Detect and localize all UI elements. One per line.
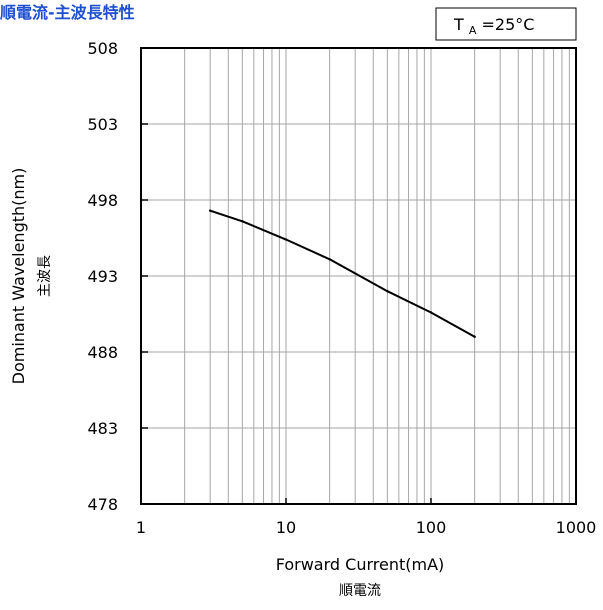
temperature-annotation: T A =25°C	[435, 7, 577, 41]
tick-layer: 1 10 100 1000 508 503 498 493 488 483 478	[87, 39, 596, 537]
chart-title: 順電流-主波長特性	[0, 3, 135, 22]
temperature-annotation-subscript: A	[469, 24, 477, 37]
series-point	[429, 311, 433, 314]
temperature-annotation-box	[435, 7, 577, 41]
series-point	[241, 220, 244, 223]
series-point	[473, 335, 476, 338]
y-tick-label: 493	[87, 267, 118, 286]
y-tick-label: 478	[87, 495, 118, 514]
x-tick-label: 1	[136, 518, 146, 537]
series-point	[208, 209, 212, 212]
x-tick-label: 10	[276, 518, 296, 537]
x-axis-label: Forward Current(mA)	[276, 555, 445, 574]
series-layer	[208, 209, 476, 338]
x-tick-label: 100	[416, 518, 447, 537]
y-tick-label: 508	[87, 39, 118, 58]
x-tick-label: 1000	[556, 518, 597, 537]
y-tick-label: 488	[87, 343, 118, 362]
y-axis-label: Dominant Wavelength(nm)	[9, 168, 28, 385]
temperature-annotation-prefix: T	[453, 15, 464, 34]
series-point	[386, 290, 389, 293]
series-point	[284, 238, 288, 241]
series-line	[209, 209, 476, 338]
series-point	[328, 258, 331, 261]
temperature-annotation-suffix: =25°C	[482, 15, 535, 34]
y-tick-label: 503	[87, 115, 118, 134]
temperature-annotation-text: T A =25°C	[453, 15, 534, 38]
x-axis-sublabel: 順電流	[339, 583, 381, 599]
grid-layer	[140, 47, 577, 505]
y-tick-label: 483	[87, 419, 118, 438]
y-tick-label: 498	[87, 191, 118, 210]
y-axis-sublabel: 主波長	[37, 255, 53, 297]
